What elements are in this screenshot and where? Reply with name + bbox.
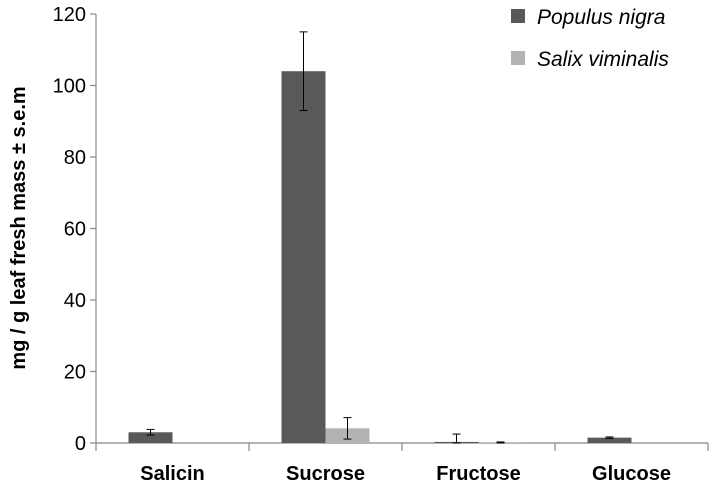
legend-swatch — [511, 51, 525, 65]
legend-label: Populus nigra — [537, 6, 665, 29]
y-tick-label: 20 — [64, 362, 86, 384]
axes — [95, 14, 709, 451]
x-category-label: Fructose — [436, 463, 520, 485]
x-category-labels: Salicin Sucrose Fructose Glucose — [140, 463, 671, 485]
x-category-label: Sucrose — [286, 463, 365, 485]
y-tick-label: 40 — [64, 290, 86, 312]
y-tick-label: 0 — [75, 433, 86, 455]
legend-label: Salix viminalis — [537, 48, 669, 71]
x-category-label: Salicin — [140, 463, 204, 485]
x-category-label: Glucose — [592, 463, 671, 485]
y-axis-label-group: mg / g leaf fresh mass ± s.e.m — [8, 86, 30, 369]
bars — [128, 71, 632, 443]
legend: Populus nigra Salix viminalis — [511, 6, 669, 71]
bar-populus-nigra-sucrose — [281, 71, 326, 443]
y-tick-label: 120 — [53, 4, 86, 26]
error-bars — [146, 31, 614, 444]
y-tick-label: 80 — [64, 147, 86, 169]
y-tick-label: 100 — [53, 76, 86, 98]
y-tick-label: 60 — [64, 219, 86, 241]
bar-populus-nigra-glucose — [587, 437, 632, 443]
y-axis-label: mg / g leaf fresh mass ± s.e.m — [8, 86, 30, 369]
y-ticks: 0 20 40 60 80 100 120 — [53, 4, 96, 455]
legend-swatch — [511, 9, 525, 23]
bar-populus-nigra-salicin — [128, 432, 173, 443]
